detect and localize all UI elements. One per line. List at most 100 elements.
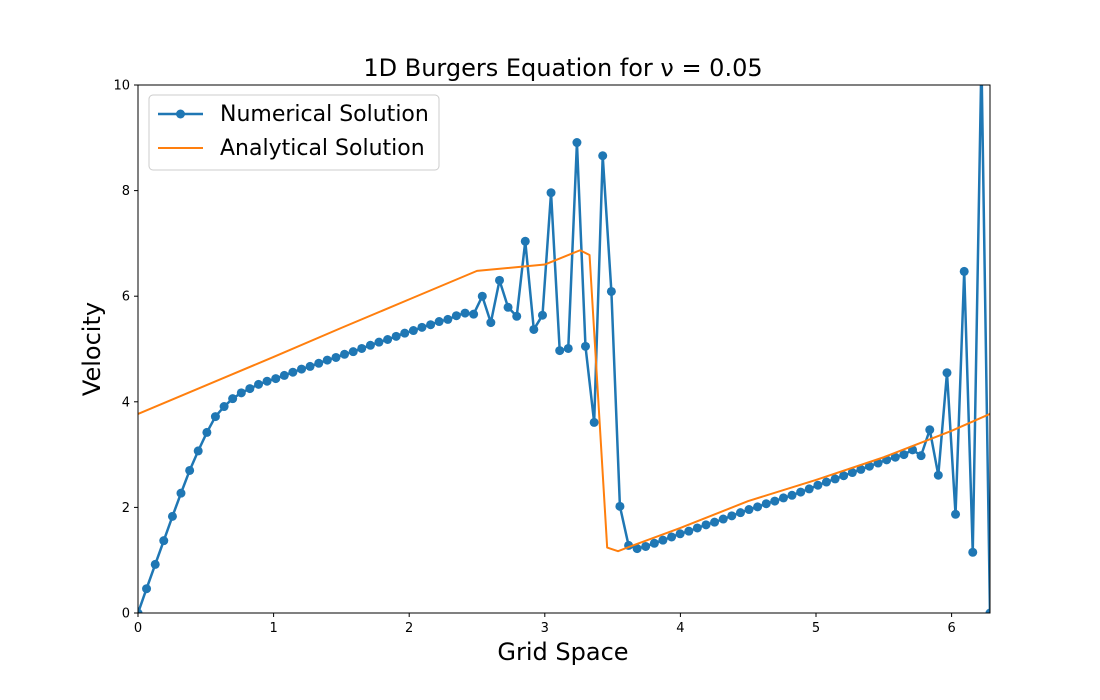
data-point <box>365 340 375 350</box>
data-point <box>580 341 590 351</box>
data-point <box>796 487 806 497</box>
data-point <box>744 505 754 515</box>
data-point <box>692 523 702 533</box>
data-point <box>391 331 401 341</box>
data-point <box>641 541 651 551</box>
x-tick-label: 3 <box>541 621 549 636</box>
x-tick-label: 0 <box>134 621 142 636</box>
data-point <box>753 502 763 512</box>
legend: Numerical Solution Analytical Solution <box>148 94 440 171</box>
data-point <box>658 535 668 545</box>
data-point <box>159 536 169 546</box>
legend-label-analytical: Analytical Solution <box>220 136 425 161</box>
data-point <box>219 402 229 412</box>
data-point <box>942 368 952 378</box>
data-point <box>348 347 358 357</box>
data-point <box>271 374 281 384</box>
y-tick-label: 10 <box>113 79 130 94</box>
data-point <box>718 514 728 524</box>
data-point <box>546 188 556 198</box>
data-point <box>434 317 444 327</box>
data-point <box>176 488 186 498</box>
x-tick-label: 1 <box>269 621 277 636</box>
data-point <box>839 471 849 481</box>
data-point <box>890 452 900 462</box>
y-tick-label: 6 <box>122 290 130 305</box>
data-point <box>615 501 625 511</box>
data-point <box>383 334 393 344</box>
data-point <box>572 138 582 148</box>
data-point <box>632 544 642 554</box>
data-point <box>417 322 427 332</box>
data-point <box>254 379 264 389</box>
data-point <box>830 474 840 484</box>
y-tick-label: 0 <box>122 607 130 622</box>
data-point <box>245 384 255 394</box>
data-point <box>864 461 874 471</box>
data-point <box>649 538 659 548</box>
data-point <box>589 417 599 427</box>
legend-frame <box>148 94 440 171</box>
data-point <box>520 236 530 246</box>
y-axis-label: Velocity <box>78 302 106 396</box>
data-point <box>451 311 461 321</box>
y-tick-label: 2 <box>122 501 130 516</box>
data-point <box>288 367 298 377</box>
data-point <box>899 450 909 460</box>
data-point <box>503 302 513 312</box>
data-point <box>314 358 324 368</box>
data-point <box>340 349 350 359</box>
data-point <box>727 511 737 521</box>
y-tick-label: 4 <box>122 395 130 410</box>
data-point <box>400 328 410 338</box>
data-point <box>684 526 694 536</box>
data-point <box>486 318 496 328</box>
data-point <box>142 584 152 594</box>
data-point <box>331 352 341 362</box>
chart-title: 1D Burgers Equation for ν = 0.05 <box>363 54 762 82</box>
data-point <box>495 275 505 285</box>
data-point <box>279 370 289 380</box>
data-point <box>529 324 539 334</box>
data-point <box>426 320 436 330</box>
series-numerical <box>138 85 990 613</box>
data-point <box>925 425 935 435</box>
series-line <box>138 249 990 553</box>
data-point <box>856 464 866 474</box>
series-layer <box>138 85 990 613</box>
data-point <box>675 529 685 539</box>
data-point <box>813 480 823 490</box>
x-axis-ticks: 0 1 2 3 4 5 6 <box>134 613 956 636</box>
data-point <box>262 376 272 386</box>
data-point <box>804 484 814 494</box>
x-tick-label: 2 <box>405 621 413 636</box>
data-point <box>951 509 961 519</box>
plot-frame <box>137 84 991 614</box>
data-point <box>138 608 143 613</box>
data-point <box>460 308 470 318</box>
data-point <box>710 517 720 527</box>
data-point <box>297 364 307 374</box>
data-point <box>985 608 990 613</box>
data-point <box>357 343 367 353</box>
data-point <box>193 446 203 456</box>
data-point <box>959 266 969 276</box>
data-point <box>821 477 831 487</box>
data-point <box>228 394 238 404</box>
data-point <box>847 468 857 478</box>
series-analytical <box>138 249 990 553</box>
data-point <box>916 451 926 461</box>
data-point <box>236 388 246 398</box>
data-point <box>555 346 565 356</box>
legend-label-numerical: Numerical Solution <box>220 102 429 127</box>
x-axis-label: Grid Space <box>497 638 628 666</box>
data-point <box>322 355 332 365</box>
data-point <box>185 465 195 475</box>
data-point <box>735 508 745 518</box>
data-point <box>787 490 797 500</box>
data-point <box>761 499 771 509</box>
data-point <box>778 493 788 503</box>
data-point <box>770 496 780 506</box>
plot-area <box>137 84 991 614</box>
data-point <box>202 427 212 437</box>
